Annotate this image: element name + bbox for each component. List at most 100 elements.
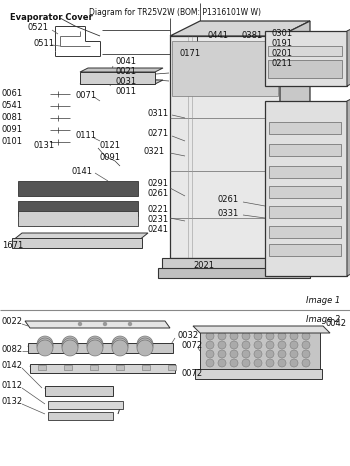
Bar [172,41,278,96]
Circle shape [290,332,298,340]
Polygon shape [25,321,170,328]
Bar [12,238,142,248]
Text: 0082: 0082 [2,344,23,354]
Text: 0381: 0381 [242,32,263,41]
Bar [268,46,342,56]
Circle shape [254,350,262,358]
Circle shape [266,341,274,349]
Circle shape [87,340,103,356]
Circle shape [278,341,286,349]
Text: 0041: 0041 [115,56,136,66]
Bar [64,365,72,370]
Text: 0191: 0191 [272,40,293,48]
Text: 0072: 0072 [182,342,203,350]
Text: Image 2: Image 2 [306,315,340,324]
Bar [18,211,138,226]
Bar [45,386,113,396]
Circle shape [266,359,274,367]
Text: 0211: 0211 [272,60,293,69]
Bar [90,365,98,370]
Polygon shape [347,28,350,86]
Circle shape [37,340,53,356]
Text: 0311: 0311 [148,109,169,117]
Bar [48,412,113,420]
Circle shape [242,332,250,340]
Circle shape [302,341,310,349]
Circle shape [242,350,250,358]
Circle shape [290,359,298,367]
Circle shape [290,341,298,349]
Text: 0142: 0142 [2,362,23,370]
Circle shape [137,336,153,352]
Bar [269,166,341,178]
Circle shape [230,341,238,349]
Circle shape [206,341,214,349]
Text: Diagram for TR25V2W (BOM: P1316101W W): Diagram for TR25V2W (BOM: P1316101W W) [89,8,261,17]
Circle shape [290,350,298,358]
Bar [195,369,322,379]
Bar [265,101,347,276]
Bar [48,401,123,409]
Circle shape [242,341,250,349]
Bar [28,343,173,353]
Bar [18,181,138,196]
Text: 0132: 0132 [2,397,23,406]
Bar [158,268,310,278]
Bar [269,244,341,256]
Bar [269,186,341,198]
Circle shape [112,336,128,352]
Text: 0091: 0091 [100,153,121,163]
Text: 0112: 0112 [2,382,23,391]
Text: 0331: 0331 [218,208,239,218]
Circle shape [62,336,78,352]
Text: 0091: 0091 [2,125,23,135]
Circle shape [112,338,128,354]
Circle shape [112,340,128,356]
Text: 0032: 0032 [178,331,199,341]
Circle shape [230,332,238,340]
Bar [170,36,280,258]
Circle shape [278,332,286,340]
Circle shape [218,359,226,367]
Circle shape [62,340,78,356]
Text: 2021: 2021 [193,261,214,270]
Text: 0061: 0061 [2,89,23,98]
Circle shape [266,350,274,358]
Text: 0201: 0201 [272,49,293,59]
Bar [269,206,341,218]
Circle shape [62,338,78,354]
Bar [162,258,307,270]
Text: 0291: 0291 [148,178,169,187]
Circle shape [242,359,250,367]
Circle shape [206,359,214,367]
Circle shape [302,359,310,367]
Text: 0022: 0022 [2,317,23,327]
Circle shape [278,359,286,367]
Circle shape [206,332,214,340]
Text: 0081: 0081 [2,114,23,123]
Circle shape [104,322,106,325]
Bar [116,365,124,370]
Text: 0011: 0011 [115,87,136,96]
Circle shape [137,338,153,354]
Text: 0031: 0031 [115,76,136,85]
Polygon shape [28,346,173,353]
Circle shape [37,336,53,352]
Bar [18,201,138,216]
Circle shape [302,332,310,340]
Text: 0321: 0321 [143,146,164,156]
Circle shape [87,336,103,352]
Text: 0231: 0231 [148,215,169,225]
Text: 0511: 0511 [33,40,54,48]
Bar [168,365,176,370]
Circle shape [278,350,286,358]
Text: 0042: 0042 [326,320,347,329]
Circle shape [218,350,226,358]
Polygon shape [170,21,310,36]
Text: 0261: 0261 [148,190,169,199]
Text: 0261: 0261 [218,196,239,205]
Text: 0141: 0141 [72,166,93,176]
Text: 0072: 0072 [182,370,203,378]
Polygon shape [193,326,330,333]
Text: 0541: 0541 [2,102,23,110]
